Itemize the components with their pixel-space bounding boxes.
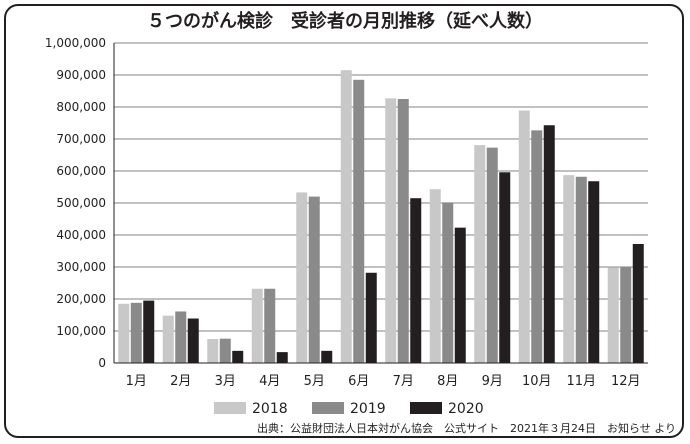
bar-2020-12 [632, 243, 644, 363]
bar-2019-1 [130, 302, 142, 363]
bar-2018-7 [385, 98, 397, 364]
bars [118, 70, 644, 364]
y-tick-label: 300,000 [56, 260, 106, 274]
y-tick-label: 600,000 [56, 164, 106, 178]
bar-2018-1 [118, 303, 130, 363]
x-tick-label: 2月 [170, 374, 191, 389]
bar-2019-2 [175, 311, 187, 363]
y-tick-label: 700,000 [56, 132, 106, 146]
bar-2020-3 [232, 350, 244, 363]
y-tick-label: 1,000,000 [45, 36, 106, 50]
bar-2019-10 [531, 130, 543, 363]
legend-swatch-2020 [410, 402, 442, 414]
y-tick-label: 400,000 [56, 228, 106, 242]
x-tick-label: 10月 [522, 374, 552, 389]
bar-2018-9 [474, 145, 486, 363]
bar-2019-11 [575, 176, 587, 363]
y-tick-label: 800,000 [56, 100, 106, 114]
bar-2019-4 [264, 288, 276, 363]
bar-2020-6 [365, 272, 377, 363]
bar-2018-4 [251, 288, 263, 363]
legend-label-2018: 2018 [252, 401, 288, 417]
bar-2018-12 [607, 267, 619, 363]
bar-2018-11 [563, 175, 575, 363]
bar-2019-5 [308, 196, 320, 363]
bar-2019-9 [486, 147, 498, 363]
legend: 2018 2019 2020 [214, 401, 484, 417]
y-tick-label: 0 [98, 356, 106, 370]
bar-2020-11 [588, 181, 600, 363]
y-axis-ticks: 0 100,000 200,000 300,000 400,000 500,000 600,… [45, 36, 106, 370]
bar-2018-6 [340, 70, 352, 363]
bar-2020-9 [499, 172, 511, 363]
bar-2020-8 [454, 227, 466, 363]
bar-2018-3 [207, 339, 219, 363]
bar-2019-6 [353, 79, 365, 364]
x-tick-label: 5月 [304, 374, 325, 389]
y-tick-label: 200,000 [56, 292, 106, 306]
legend-label-2019: 2019 [350, 401, 386, 417]
bar-2020-1 [143, 300, 155, 363]
bar-2019-3 [219, 338, 231, 363]
bar-2018-5 [296, 192, 308, 363]
axes [113, 43, 648, 364]
bar-2020-2 [187, 318, 199, 363]
bar-2018-8 [429, 189, 441, 363]
legend-swatch-2018 [214, 402, 246, 414]
y-tick-label: 500,000 [56, 196, 106, 210]
gridlines [114, 42, 648, 332]
bar-2019-8 [442, 202, 454, 363]
x-tick-label: 11月 [566, 374, 596, 389]
x-tick-label: 9月 [482, 374, 503, 389]
x-tick-label: 1月 [126, 374, 147, 389]
bar-2018-2 [162, 315, 174, 363]
bar-2019-7 [397, 99, 409, 363]
bar-2018-10 [518, 110, 530, 364]
x-tick-label: 8月 [437, 374, 458, 389]
source-note: 出典：公益財団法人日本対がん協会 公式サイト 2021年３月24日 お知らせ よ… [257, 421, 676, 435]
x-tick-label: 4月 [259, 374, 280, 389]
bar-2019-12 [620, 267, 632, 363]
bar-2020-7 [410, 198, 422, 363]
bar-2020-10 [543, 125, 555, 364]
x-tick-label: 3月 [215, 374, 236, 389]
x-tick-label: 12月 [611, 374, 641, 389]
x-axis-ticks: 1月 2月 3月 4月 5月 6月 7月 8月 9月 10月 11月 12月 [126, 374, 641, 389]
x-tick-label: 7月 [393, 374, 414, 389]
legend-swatch-2019 [312, 402, 344, 414]
y-tick-label: 900,000 [56, 68, 106, 82]
legend-label-2020: 2020 [448, 401, 484, 417]
chart-title: ５つのがん検診 受診者の月別推移（延べ人数） [147, 10, 543, 32]
bar-2020-5 [321, 350, 333, 363]
y-tick-label: 100,000 [56, 324, 106, 338]
x-tick-label: 6月 [348, 374, 369, 389]
bar-2020-4 [276, 352, 288, 363]
